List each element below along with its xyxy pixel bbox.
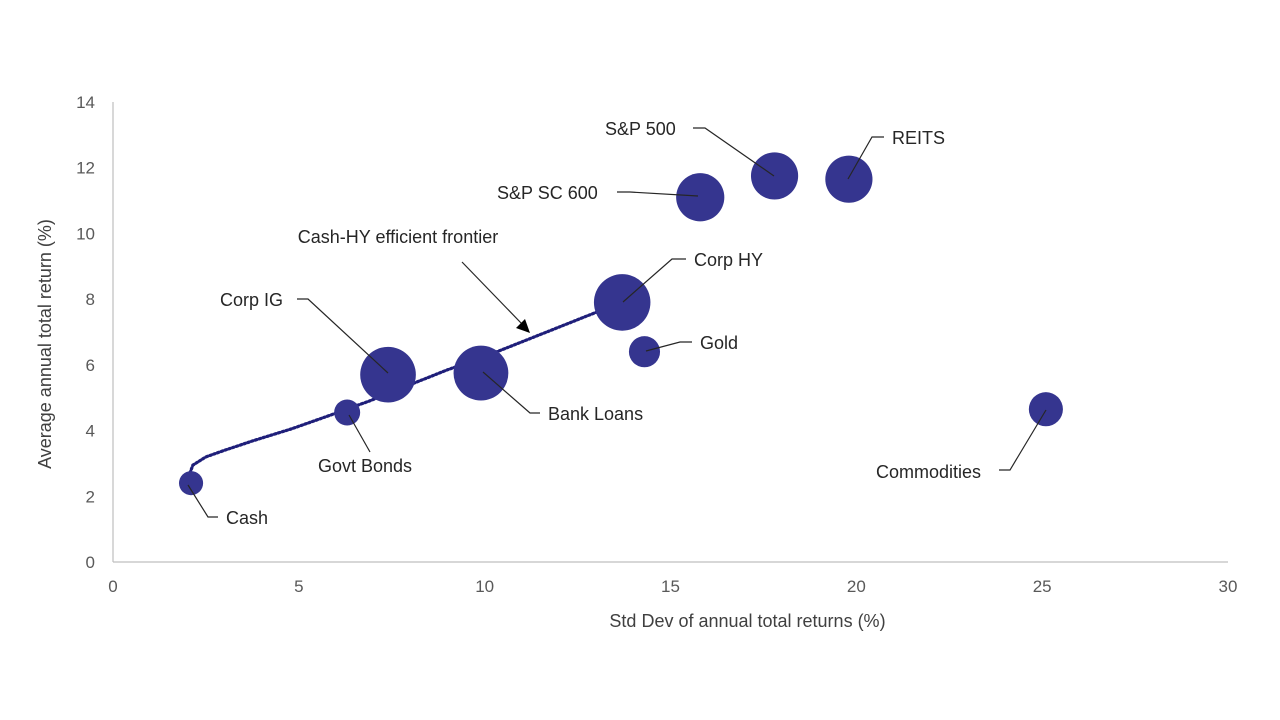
x-tick-label: 15 bbox=[661, 577, 680, 596]
y-tick-label: 12 bbox=[76, 159, 95, 178]
bubble-corp-hy bbox=[593, 274, 651, 331]
leader-line bbox=[617, 191, 699, 197]
y-tick-label: 14 bbox=[76, 93, 95, 112]
x-tick-label: 10 bbox=[475, 577, 494, 596]
point-label: Gold bbox=[700, 333, 738, 353]
bubble-cash bbox=[179, 471, 204, 496]
leader-line bbox=[847, 136, 884, 180]
point-label: S&P 500 bbox=[605, 119, 676, 139]
bubble-govt-bonds bbox=[334, 399, 361, 426]
point-label: REITS bbox=[892, 128, 945, 148]
leader-line bbox=[645, 341, 692, 352]
leader-line bbox=[999, 409, 1047, 471]
point-label: Govt Bonds bbox=[318, 456, 412, 476]
point-label: Cash bbox=[226, 508, 268, 528]
leader-line bbox=[348, 414, 371, 453]
y-tick-label: 6 bbox=[86, 356, 95, 375]
point-label: Corp HY bbox=[694, 250, 763, 270]
point-labels: Cash Govt Bonds Corp IG Bank Loans Corp HY Go… bbox=[220, 119, 981, 528]
bubble-s-p-sc-600 bbox=[676, 173, 725, 222]
frontier-arrowhead bbox=[516, 319, 530, 333]
point-label: Corp IG bbox=[220, 290, 283, 310]
point-label: S&P SC 600 bbox=[497, 183, 598, 203]
bubble-reits bbox=[825, 155, 873, 203]
x-tick-label: 20 bbox=[847, 577, 866, 596]
leader-line bbox=[482, 371, 540, 414]
y-tick-label: 8 bbox=[86, 290, 95, 309]
data-points bbox=[179, 152, 1063, 496]
x-tick-label: 30 bbox=[1219, 577, 1238, 596]
x-tick-label: 0 bbox=[108, 577, 117, 596]
x-tick-label: 25 bbox=[1033, 577, 1052, 596]
bubble-s-p-500 bbox=[750, 152, 799, 200]
point-label: Commodities bbox=[876, 462, 981, 482]
frontier-arrow-line bbox=[461, 261, 523, 325]
y-tick-label: 2 bbox=[86, 487, 95, 506]
point-label: Bank Loans bbox=[548, 404, 643, 424]
leader-line bbox=[297, 298, 389, 374]
y-axis-title: Average annual total return (%) bbox=[35, 219, 55, 469]
x-tick-labels: 0 5 10 15 20 25 30 bbox=[108, 577, 1237, 596]
x-axis-title: Std Dev of annual total returns (%) bbox=[609, 611, 885, 631]
axes bbox=[112, 102, 1228, 563]
leader-line bbox=[693, 127, 775, 177]
bubble-commodities bbox=[1028, 392, 1063, 427]
bubble-bank-loans bbox=[453, 345, 509, 401]
label-leader-lines bbox=[187, 127, 1047, 518]
y-tick-label: 10 bbox=[76, 224, 95, 243]
leader-line bbox=[187, 484, 218, 518]
y-tick-label: 0 bbox=[86, 553, 95, 572]
frontier-label: Cash-HY efficient frontier bbox=[298, 227, 498, 247]
bubble-gold bbox=[628, 336, 661, 368]
y-tick-label: 4 bbox=[86, 422, 95, 441]
leader-line bbox=[622, 258, 686, 303]
y-tick-labels: 0 2 4 6 8 10 12 14 bbox=[76, 93, 95, 572]
x-tick-label: 5 bbox=[294, 577, 303, 596]
